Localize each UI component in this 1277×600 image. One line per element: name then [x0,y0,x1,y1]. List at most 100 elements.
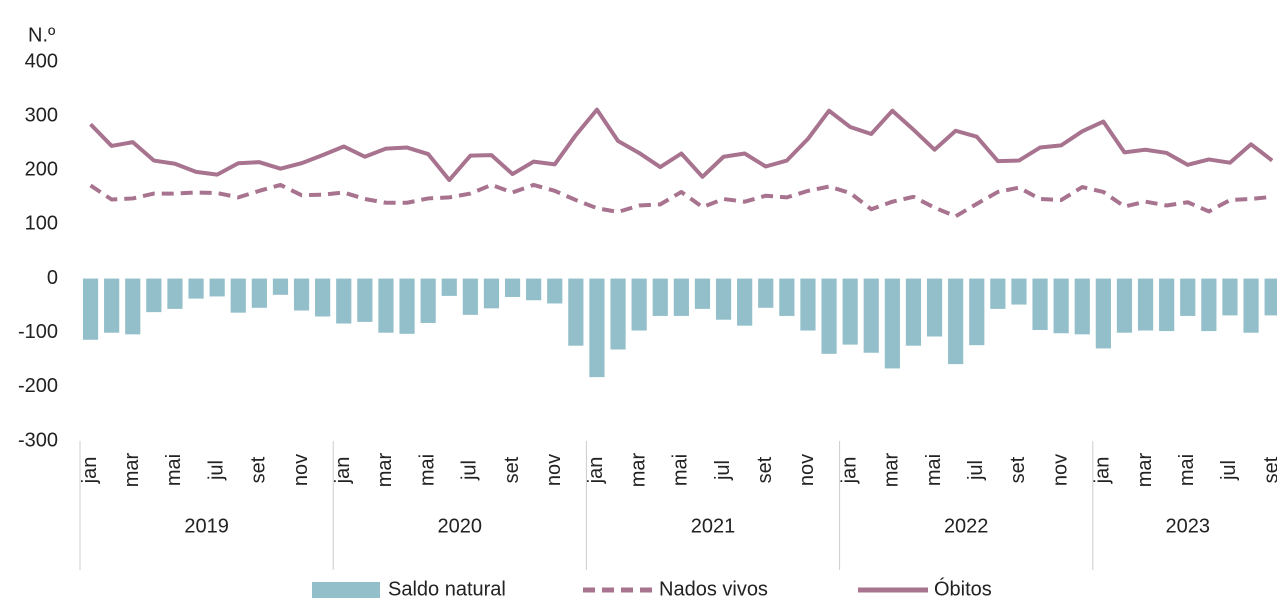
bar [800,278,816,331]
bar [737,278,753,326]
bar [1159,278,1175,332]
y-tick-label: 100 [25,213,58,235]
line [89,182,1273,219]
bar [146,278,162,313]
year-label: 2021 [691,515,736,537]
bar [652,278,668,316]
x-tick-label: mar [627,452,649,487]
x-tick-label: jul [965,460,987,481]
bar [1222,278,1238,316]
y-tick-label: -100 [18,321,58,343]
bar [821,278,837,354]
bar [926,278,943,337]
legend-label: Óbitos [934,577,992,600]
bar [1116,278,1133,333]
bar [589,278,605,378]
bar [230,278,246,313]
x-tick-label: jan [1092,457,1114,485]
bar [251,278,267,308]
year-label: 2019 [184,515,229,537]
y-tick-label: 0 [47,267,58,289]
x-tick-label: set [1007,456,1029,483]
y-axis-label: N.º [28,24,56,46]
y-tick-label: 300 [25,104,58,126]
year-label: 2020 [438,515,483,537]
x-tick-label: set [248,456,270,483]
y-tick-label: -200 [18,375,58,397]
bar [694,278,711,309]
line [89,107,1274,183]
bar [610,278,626,350]
x-tick-label: mar [121,452,143,487]
bar [1180,278,1196,316]
x-tick-label: mar [374,452,396,487]
x-tick-label: mai [1176,454,1198,486]
bar [167,278,183,309]
bar [272,278,289,295]
x-tick-label: jul [1218,460,1240,481]
x-tick-label: mai [416,454,438,486]
bar [188,278,204,299]
legend-label: Nados vivos [659,578,768,600]
bar [82,278,99,340]
bar [526,278,542,301]
bar [842,278,858,345]
bar [504,278,521,297]
x-tick-label: set [1260,456,1277,483]
bar [336,278,352,324]
x-tick-label: nov [543,454,565,486]
bar [1011,278,1027,305]
y-tick-label: 200 [25,159,58,181]
bar [948,278,964,365]
y-tick-label: 400 [25,50,58,72]
y-tick-label: -300 [18,429,58,451]
x-tick-label: jan [838,457,860,485]
x-tick-label: mai [923,454,945,486]
bar [1137,278,1154,331]
year-label: 2023 [1166,515,1211,537]
x-tick-label: jul [712,460,734,481]
x-tick-label: jan [585,457,607,485]
bar [568,278,584,346]
bar [483,278,500,309]
bar [863,278,879,353]
bar [420,278,436,323]
bar [1053,278,1069,334]
x-tick-label: jan [79,457,101,485]
x-tick-label: nov [1049,454,1071,486]
bar [547,278,563,304]
bar [884,278,900,369]
bar [399,278,415,334]
x-tick-label: jul [205,460,227,481]
x-tick-label: jul [459,460,481,481]
bar [1243,278,1259,333]
x-tick-label: mar [881,452,903,487]
x-tick-label: jan [332,457,354,485]
legend-swatch [312,582,380,598]
bar [1264,278,1277,316]
x-tick-label: set [501,456,523,483]
x-tick-label: mai [163,454,185,486]
bar [969,278,985,346]
bar [378,278,394,333]
bar [905,278,922,346]
bar [779,278,795,316]
bar [1032,278,1048,331]
bar [990,278,1006,309]
bar [715,278,732,320]
bar [462,278,478,315]
bar [125,278,141,335]
bar [209,278,225,297]
bar [441,278,457,296]
x-tick-label: set [754,456,776,483]
bar [758,278,774,308]
bar [631,278,647,331]
bar [673,278,689,316]
bar [104,278,120,333]
x-tick-label: mai [670,454,692,486]
bar [1074,278,1090,335]
bar [1201,278,1217,332]
year-label: 2022 [944,515,989,537]
x-tick-label: nov [290,454,312,486]
